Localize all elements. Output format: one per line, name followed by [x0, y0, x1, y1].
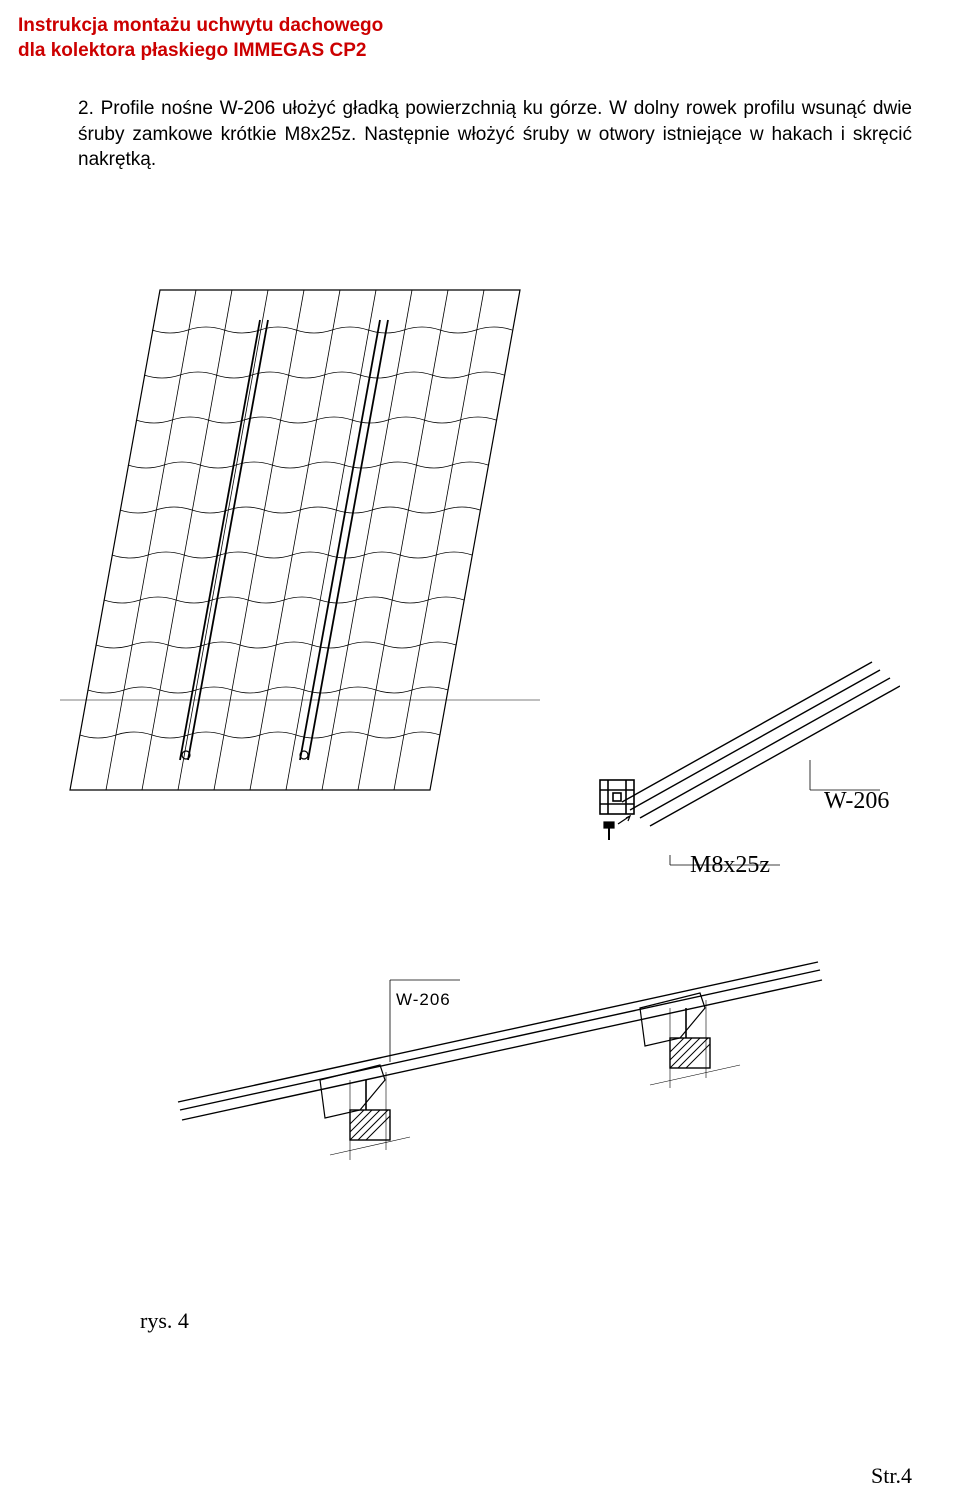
- page-number: Str.4: [871, 1463, 912, 1489]
- step-text: 2. Profile nośne W-206 ułożyć gładką pow…: [78, 96, 912, 173]
- document-header: Instrukcja montażu uchwytu dachowego dla…: [18, 14, 383, 63]
- technical-drawing: [60, 260, 900, 1160]
- figure-caption: rys. 4: [140, 1308, 189, 1334]
- callout-profile: W-206: [824, 788, 889, 815]
- header-line-1: Instrukcja montażu uchwytu dachowego: [18, 14, 383, 39]
- step-number: 2.: [78, 98, 94, 119]
- section-label: W-206: [396, 990, 451, 1010]
- callout-bolt: M8x25z: [690, 852, 770, 879]
- step-body: Profile nośne W-206 ułożyć gładką powier…: [78, 98, 912, 170]
- header-line-2: dla kolektora płaskiego IMMEGAS CP2: [18, 39, 383, 64]
- figure-area: W-206 M8x25z W-206: [60, 260, 900, 1160]
